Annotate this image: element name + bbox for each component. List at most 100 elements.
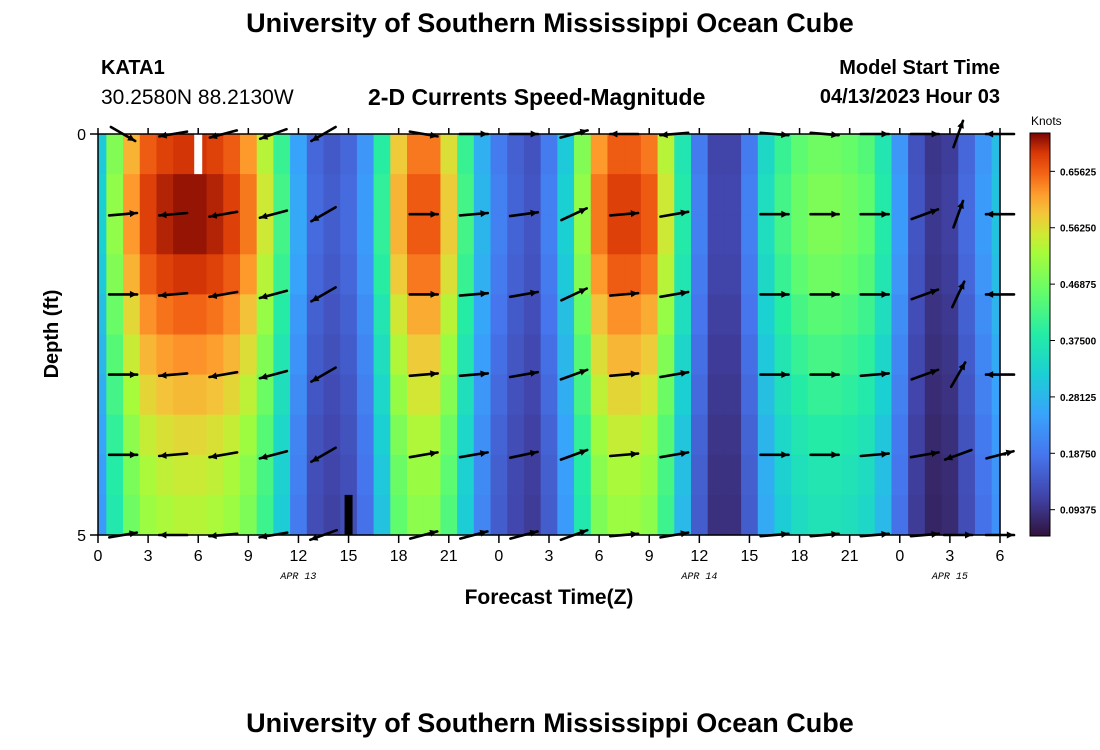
heatmap-cell xyxy=(390,374,408,416)
heatmap-cell xyxy=(473,414,492,456)
heatmap-cell xyxy=(490,294,508,336)
x-tick-label: 3 xyxy=(945,548,954,565)
heatmap-cell xyxy=(139,174,158,215)
heatmap-cell xyxy=(607,214,625,255)
heatmap-cell xyxy=(373,374,391,416)
heatmap-cell xyxy=(507,294,525,336)
colorbar-tick-label: 0.56250 xyxy=(1060,224,1097,235)
heatmap-cell xyxy=(273,334,291,376)
x-tick-label: 12 xyxy=(290,548,308,565)
heatmap-cell xyxy=(490,334,508,376)
heatmap-cell xyxy=(256,214,274,255)
heatmap-cell xyxy=(440,174,458,215)
heatmap-cell xyxy=(941,454,959,496)
heatmap-cell xyxy=(323,294,341,336)
heatmap-cell xyxy=(290,334,308,376)
heatmap-cell xyxy=(457,294,475,336)
heatmap-cell xyxy=(908,454,926,496)
heatmap-cell xyxy=(841,254,859,295)
heatmap-cell xyxy=(958,374,976,416)
current-arrow xyxy=(208,210,239,219)
heatmap-cell xyxy=(891,454,909,496)
heatmap-cell xyxy=(390,134,408,175)
heatmap-cell xyxy=(974,414,993,456)
heatmap-cell xyxy=(974,334,993,376)
heatmap-cell xyxy=(106,374,124,416)
date-label: APR 15 xyxy=(931,572,968,583)
heatmap-cell xyxy=(774,174,792,215)
heatmap-cell xyxy=(707,374,725,416)
heatmap-cell xyxy=(507,254,525,295)
heatmap-cell xyxy=(189,214,208,255)
heatmap-cell xyxy=(239,414,258,456)
heatmap-cell xyxy=(540,334,558,376)
heatmap-cell xyxy=(290,414,308,456)
heatmap-cell xyxy=(657,374,675,416)
heatmap-cell xyxy=(356,174,375,215)
heatmap-cell xyxy=(223,294,241,336)
heatmap-cell xyxy=(724,174,742,215)
heatmap-cell xyxy=(858,294,876,336)
heatmap-cell xyxy=(590,374,609,416)
heatmap-cell xyxy=(741,414,759,456)
current-arrow xyxy=(909,450,940,459)
heatmap-cell xyxy=(173,174,191,215)
heatmap-cell xyxy=(974,134,993,175)
heatmap-cell xyxy=(924,334,943,376)
heatmap-cell xyxy=(473,294,492,336)
heatmap-cell xyxy=(807,134,826,175)
heatmap-cell xyxy=(690,214,709,255)
heatmap-cell xyxy=(423,414,442,456)
heatmap-cell xyxy=(908,414,926,456)
heatmap-cell xyxy=(490,494,508,536)
colorbar-tick-label: 0.18750 xyxy=(1060,449,1097,460)
current-arrow xyxy=(809,371,840,379)
current-arrow xyxy=(258,449,289,460)
heatmap-cell xyxy=(239,134,258,175)
heatmap-cell xyxy=(373,454,391,496)
heatmap-cell xyxy=(223,374,241,416)
heatmap-cell xyxy=(173,214,191,255)
heatmap-cell xyxy=(874,174,893,215)
heatmap-cell xyxy=(557,334,575,376)
heatmap-cell xyxy=(156,494,174,536)
heatmap-cell xyxy=(841,294,859,336)
heatmap-cell xyxy=(206,134,224,175)
heatmap-cell xyxy=(173,254,191,295)
heatmap-cell xyxy=(757,134,776,175)
heatmap-cell xyxy=(908,254,926,295)
colorbar-tick-label: 0.28125 xyxy=(1060,393,1097,404)
heatmap-cell xyxy=(724,414,742,456)
station-id: KATA1 xyxy=(101,57,165,79)
heatmap-cell xyxy=(657,414,675,456)
heatmap-cell xyxy=(924,214,943,255)
heatmap-cell xyxy=(858,254,876,295)
heatmap-cell xyxy=(891,494,909,536)
heatmap-cell xyxy=(874,374,893,416)
heatmap-cell xyxy=(139,334,158,376)
x-tick-label: 6 xyxy=(595,548,604,565)
heatmap-cell xyxy=(974,214,993,255)
heatmap-cell xyxy=(239,454,258,496)
heatmap-cell xyxy=(958,134,976,175)
current-arrow xyxy=(859,290,891,298)
heatmap-cell xyxy=(824,414,842,456)
heatmap-cell xyxy=(373,214,391,255)
current-arrow xyxy=(157,291,189,299)
heatmap-cell xyxy=(440,494,458,536)
heatmap-cell xyxy=(390,214,408,255)
heatmap-cell xyxy=(607,254,625,295)
heatmap-cell xyxy=(707,214,725,255)
heatmap-cell xyxy=(640,374,659,416)
heatmap-cell xyxy=(323,214,341,255)
current-arrow xyxy=(258,369,289,380)
heatmap-cell xyxy=(156,414,174,456)
heatmap-cell xyxy=(156,454,174,496)
heatmap-cell xyxy=(607,174,625,215)
heatmap-cell xyxy=(791,454,809,496)
heatmap-cell xyxy=(490,214,508,255)
heatmap-cell xyxy=(590,334,609,376)
heatmap-cell xyxy=(590,414,609,456)
heatmap-cell xyxy=(974,174,993,215)
